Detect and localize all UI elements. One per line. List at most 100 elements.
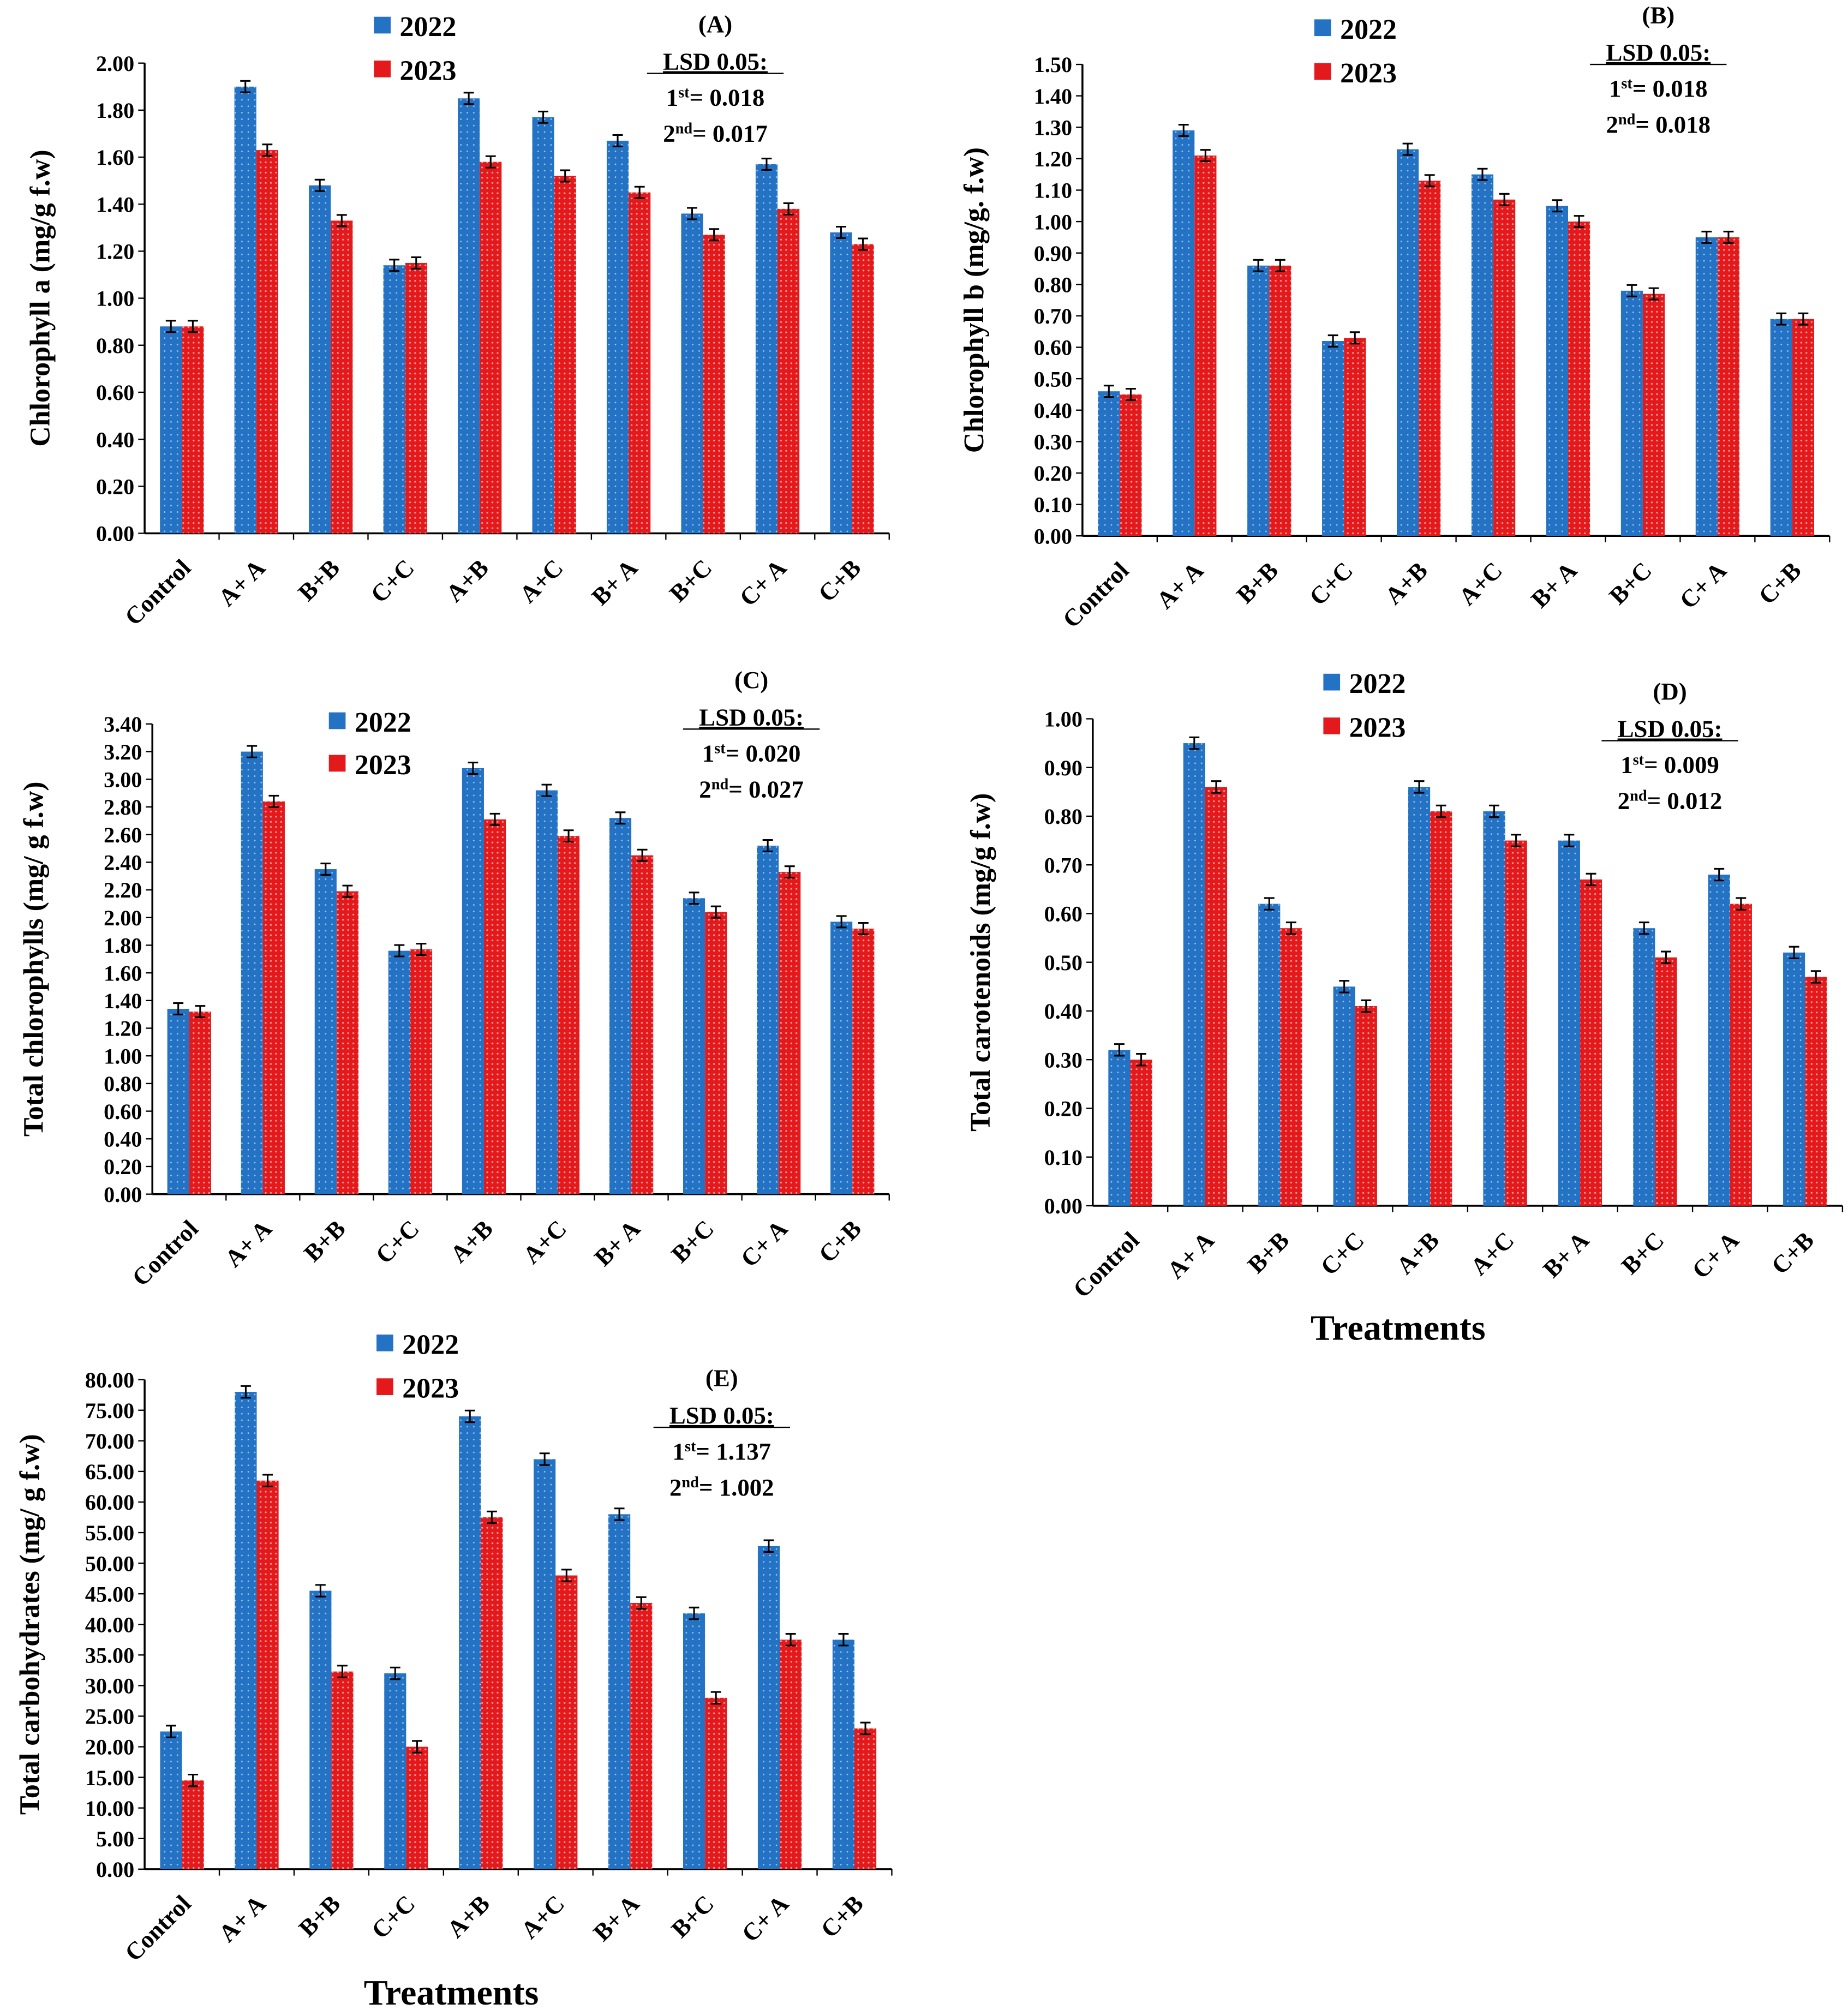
lsd-first-value: = 0.018 — [690, 84, 765, 111]
lsd-first-label: 1 — [1620, 751, 1632, 779]
bar-2023 — [854, 1728, 877, 1869]
legend-label-2022: 2022 — [402, 1329, 459, 1360]
error-bar — [561, 1569, 572, 1582]
y-tick-label: 50.00 — [85, 1551, 134, 1576]
bar-2022 — [309, 185, 331, 534]
y-axis-title: Total carotenoids (mg/g f.w) — [965, 793, 996, 1132]
bar-2023 — [778, 208, 800, 534]
y-tick-label: 0.60 — [1034, 336, 1072, 360]
x-tick-label: A+ A — [1151, 557, 1209, 614]
y-tick-label: 0.00 — [1034, 524, 1072, 548]
x-tick-label: C+C — [365, 554, 419, 608]
error-bar — [166, 1725, 176, 1738]
y-tick-label: 2.80 — [104, 795, 142, 819]
y-tick-label: 0.90 — [1044, 756, 1083, 780]
x-tick-label: B+ A — [1538, 1226, 1594, 1283]
error-bar — [836, 915, 847, 929]
y-tick-label: 1.20 — [1034, 147, 1072, 171]
bar-2023 — [1493, 199, 1516, 536]
bar-2023 — [182, 326, 204, 534]
bar-2023 — [256, 150, 278, 534]
x-tick-label: B+B — [294, 1890, 346, 1942]
x-tick-label: Control — [119, 1890, 196, 1966]
error-bar — [785, 1633, 796, 1647]
lsd-second-sup: nd — [1630, 787, 1647, 804]
error-bar — [1626, 284, 1637, 297]
error-bar — [389, 259, 400, 272]
bar-2023 — [705, 912, 727, 1194]
y-tick-label: 0.40 — [96, 427, 134, 452]
lsd-title: LSD 0.05: — [669, 1402, 774, 1429]
y-tick-label: 1.00 — [1034, 210, 1072, 234]
y-tick-label: 0.80 — [1034, 272, 1072, 297]
error-bar — [612, 134, 623, 147]
lsd-first-label: 1 — [1609, 75, 1621, 102]
error-bar — [320, 863, 331, 876]
y-tick-label: 1.40 — [96, 192, 134, 217]
y-tick-label: 0.20 — [96, 474, 134, 499]
x-tick-label: A+ A — [213, 554, 271, 612]
legend-swatch-2023 — [1323, 717, 1341, 734]
panel-label: (A) — [698, 10, 732, 38]
error-bar — [1126, 387, 1136, 401]
lsd-first-label: 1 — [673, 1438, 685, 1465]
bar-2022 — [606, 140, 629, 534]
error-bar — [411, 1740, 422, 1754]
bar-2023 — [705, 1697, 727, 1869]
panel-label: (D) — [1653, 678, 1686, 705]
x-tick-label: B+ A — [1526, 557, 1582, 613]
error-bar — [1103, 385, 1114, 398]
x-tick-label: B+B — [298, 1215, 351, 1267]
lsd-title: LSD 0.05: — [699, 703, 804, 731]
bar-2022 — [1558, 840, 1580, 1206]
y-axis-title: Chlorophyll a (mg/g f.w) — [25, 149, 56, 446]
bar-2022 — [1333, 986, 1355, 1206]
bar-2022 — [1620, 290, 1643, 536]
bar-2023 — [1344, 338, 1366, 536]
bar-2022 — [1633, 928, 1655, 1206]
y-tick-label: 0.30 — [1034, 430, 1072, 454]
y-axis-title: Chlorophyll b (mg/g. f.w) — [959, 147, 990, 453]
y-tick-label: 0.80 — [96, 333, 134, 358]
error-bar — [1200, 149, 1211, 163]
error-bar — [634, 186, 645, 199]
y-tick-label: 45.00 — [85, 1582, 134, 1606]
y-tick-label: 1.80 — [96, 98, 134, 123]
x-tick-label: A+B — [445, 1215, 498, 1267]
error-bar — [1499, 193, 1510, 206]
y-tick-label: 1.50 — [1034, 52, 1072, 77]
error-bar — [689, 892, 699, 905]
error-bar — [1586, 872, 1596, 887]
bar-2023 — [480, 161, 502, 534]
chart-panel-c: 0.00 0.20 0.40 0.60 0.80 1.00 1.20 1.40 1.60 1.80… — [19, 666, 890, 1291]
bar-2022 — [234, 86, 256, 534]
error-bar — [188, 1773, 199, 1787]
x-tick-label: C+C — [1304, 557, 1358, 611]
y-tick-label: 15.00 — [85, 1766, 134, 1790]
y-tick-label: 0.90 — [1034, 241, 1072, 266]
x-tick-label: C+C — [370, 1215, 424, 1269]
error-bar — [1339, 980, 1350, 994]
error-bar — [615, 811, 626, 825]
bar-2022 — [167, 1009, 189, 1194]
y-tick-label: 0.50 — [1034, 367, 1072, 391]
error-bar — [538, 110, 549, 124]
error-bar — [1489, 804, 1499, 818]
error-bar — [337, 1665, 348, 1678]
error-bar — [314, 178, 325, 192]
y-tick-label: 1.10 — [1034, 178, 1072, 203]
y-tick-label: 0.20 — [1044, 1097, 1083, 1121]
lsd-second-sup: nd — [1618, 111, 1636, 128]
y-tick-label: 1.40 — [1034, 84, 1072, 109]
lsd-second-value: = 0.012 — [1647, 787, 1723, 815]
bar-2023 — [1280, 928, 1302, 1206]
y-tick-label: 0.60 — [96, 380, 134, 405]
error-bar — [1789, 946, 1799, 960]
bar-2023 — [1419, 181, 1441, 536]
bar-2023 — [554, 176, 576, 534]
bar-2022 — [1770, 319, 1792, 536]
error-bar — [560, 169, 571, 183]
bar-2023 — [1717, 237, 1740, 536]
x-tick-label: B+C — [664, 554, 717, 607]
bar-2022 — [609, 818, 632, 1194]
